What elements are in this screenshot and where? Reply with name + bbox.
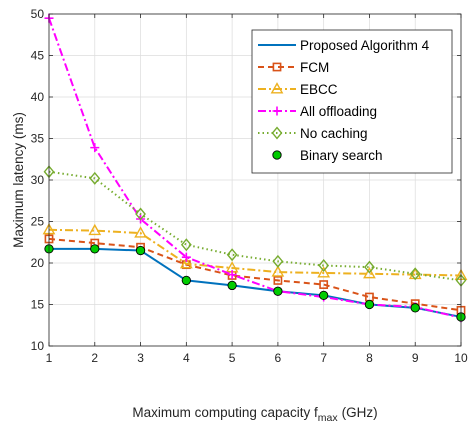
y-tick-label: 40 xyxy=(31,90,45,104)
legend-label: All offloading xyxy=(300,104,377,119)
y-tick-label: 20 xyxy=(31,256,45,270)
y-axis-label: Maximum latency (ms) xyxy=(11,112,26,248)
series-line xyxy=(48,237,462,312)
data-point xyxy=(364,299,375,310)
legend-marker xyxy=(272,150,282,160)
x-tick-label: 3 xyxy=(137,351,144,365)
legend-marker xyxy=(272,106,282,116)
data-point xyxy=(319,280,329,289)
series-line xyxy=(48,228,462,277)
data-point xyxy=(272,254,284,268)
legend-marker xyxy=(272,62,282,72)
series-line xyxy=(48,17,462,319)
data-point xyxy=(363,266,376,279)
series-layer xyxy=(42,13,468,323)
data-point xyxy=(410,303,420,313)
series-line xyxy=(49,247,462,318)
x-axis-label-subscript: max xyxy=(318,412,339,424)
legend-label: EBCC xyxy=(300,82,338,97)
x-tick-label: 6 xyxy=(275,351,282,365)
y-tick-label: 35 xyxy=(31,132,45,146)
x-tick-label: 10 xyxy=(454,351,468,365)
series-proposed-algorithm-4 xyxy=(49,247,462,318)
y-tick-label: 15 xyxy=(31,298,45,312)
series-ebcc xyxy=(42,222,468,280)
y-tick-label: 10 xyxy=(31,339,45,353)
y-tick-label: 45 xyxy=(31,49,45,63)
legend-entry: Proposed Algorithm 4 xyxy=(258,38,430,53)
series-no-caching xyxy=(43,165,467,287)
data-point xyxy=(180,238,192,252)
data-point xyxy=(409,267,421,281)
data-point xyxy=(318,258,330,272)
y-tick-label: 30 xyxy=(31,173,45,187)
data-point xyxy=(181,275,191,286)
legend-label: Binary search xyxy=(300,148,383,163)
x-axis-label: Maximum computing capacity fmax (GHz) xyxy=(132,405,377,424)
x-tick-label: 5 xyxy=(229,351,236,365)
x-axis-label-main: Maximum computing capacity f xyxy=(132,405,318,420)
legend-label: No caching xyxy=(300,126,368,141)
legend-box xyxy=(251,29,453,174)
data-point xyxy=(226,248,238,262)
legend-label: FCM xyxy=(300,60,329,75)
data-point xyxy=(271,265,285,277)
legend: Proposed Algorithm 4 FCM EBCC All offloadin… xyxy=(251,29,453,174)
data-point xyxy=(364,260,375,274)
x-tick-label: 8 xyxy=(366,351,373,365)
x-tick-label: 7 xyxy=(320,351,327,365)
data-point xyxy=(227,280,237,291)
y-tick-label: 25 xyxy=(31,215,45,229)
data-point xyxy=(179,256,193,269)
legend-entry: No caching xyxy=(258,126,368,141)
x-tick-label: 4 xyxy=(183,351,190,365)
data-point xyxy=(134,226,147,238)
data-point xyxy=(273,286,283,296)
x-tick-label: 9 xyxy=(412,351,419,365)
data-point xyxy=(319,290,329,301)
legend-marker xyxy=(270,82,284,94)
legend-entry: Binary search xyxy=(272,148,383,163)
y-tick-label: 50 xyxy=(31,7,45,21)
x-tick-label: 2 xyxy=(91,351,98,365)
data-point xyxy=(135,207,146,221)
data-point xyxy=(90,244,100,254)
data-point xyxy=(273,276,283,285)
data-point xyxy=(227,270,237,280)
data-point xyxy=(89,171,101,185)
x-tick-label: 1 xyxy=(46,351,53,365)
series-binary-search xyxy=(44,244,466,322)
data-point xyxy=(181,252,191,262)
data-point xyxy=(88,223,102,236)
x-axis-label-unit: (GHz) xyxy=(342,405,378,420)
legend-entry: EBCC xyxy=(258,82,338,97)
legend-label: Proposed Algorithm 4 xyxy=(300,38,430,53)
legend-marker xyxy=(271,126,283,140)
data-point xyxy=(135,245,146,256)
legend-entry: All offloading xyxy=(258,104,377,119)
data-point xyxy=(90,143,100,153)
data-point xyxy=(317,266,331,278)
legend-entry: FCM xyxy=(258,60,329,75)
